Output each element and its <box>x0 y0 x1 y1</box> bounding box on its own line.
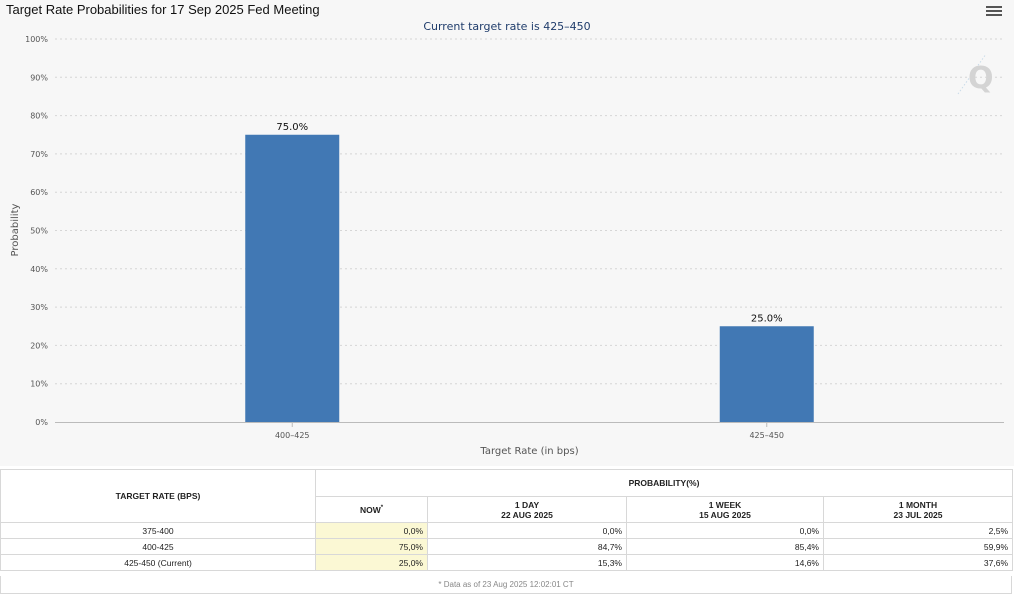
y-axis-ticks: 0% 10% 20% 30% 40% 50% 60% 70% 80% 90% 100% <box>25 35 48 427</box>
data-label: 25.0% <box>751 313 783 324</box>
value-cell: 0,0% <box>626 522 824 539</box>
y-tick-label: 20% <box>30 341 48 350</box>
y-tick-label: 10% <box>30 380 48 389</box>
y-tick-label: 70% <box>30 150 48 159</box>
y-tick-label: 0% <box>35 418 48 427</box>
table-row: 375-400 0,0% 0,0% 0,0% 2,5% <box>0 522 1014 539</box>
table-row: 400-425 75,0% 84,7% 85,4% 59,9% <box>0 538 1014 555</box>
y-tick-label: 100% <box>25 35 48 44</box>
chart-panel: Target Rate Probabilities for 17 Sep 202… <box>6 2 1004 457</box>
bar[interactable] <box>245 134 340 422</box>
y-tick-label: 90% <box>30 73 48 82</box>
value-cell: 15,3% <box>427 554 627 571</box>
grid-lines <box>55 38 1004 385</box>
y-tick-label: 80% <box>30 112 48 121</box>
footnote-bar <box>0 576 1012 594</box>
x-axis-ticks: 400–425 425–450 <box>275 422 784 440</box>
value-cell: 0,0% <box>427 522 627 539</box>
svg-text:Q: Q <box>968 61 994 96</box>
col-header-now: NOW* <box>315 496 428 523</box>
target-rate-header: TARGET RATE (BPS) <box>0 469 316 523</box>
col-header-1-day: 1 DAY 22 AUG 2025 <box>427 496 627 523</box>
rate-cell: 400-425 <box>0 538 316 555</box>
hamburger-menu-icon[interactable] <box>986 4 1002 18</box>
value-cell: 75,0% <box>315 538 428 555</box>
x-tick-label: 400–425 <box>275 431 310 440</box>
value-cell: 14,6% <box>626 554 824 571</box>
value-cell: 59,9% <box>822 538 1014 555</box>
value-cell: 0,0% <box>315 522 428 539</box>
value-cell: 84,7% <box>427 538 627 555</box>
table-row: 425-450 (Current) 25,0% 15,3% 14,6% 37,6… <box>0 554 1014 571</box>
y-tick-label: 30% <box>30 303 48 312</box>
col-header-1-week: 1 WEEK 15 AUG 2025 <box>626 496 824 523</box>
y-tick-label: 60% <box>30 188 48 197</box>
bar-chart: 0% 10% 20% 30% 40% 50% 60% 70% 80% 90% 100% 75.0% 2… <box>10 35 1004 457</box>
value-cell: 85,4% <box>626 538 824 555</box>
x-tick-label: 425–450 <box>749 431 784 440</box>
q-logo-icon: Q <box>957 53 994 96</box>
y-axis-title: Probability <box>10 203 21 256</box>
col-header-1-month: 1 MONTH 23 JUL 2025 <box>822 496 1014 523</box>
bar[interactable] <box>719 326 814 422</box>
value-cell: 25,0% <box>315 554 428 571</box>
y-tick-label: 50% <box>30 227 48 236</box>
chart-title: Target Rate Probabilities for 17 Sep 202… <box>6 2 320 17</box>
x-axis-title: Target Rate (in bps) <box>479 446 578 457</box>
data-label: 75.0% <box>276 122 308 133</box>
footnote: * Data as of 23 Aug 2025 12:02:01 CT <box>438 580 574 589</box>
value-cell: 2,5% <box>822 522 1014 539</box>
rate-cell: 375-400 <box>0 522 316 539</box>
value-cell: 37,6% <box>822 554 1014 571</box>
y-tick-label: 40% <box>30 265 48 274</box>
bars: 75.0% 25.0% <box>245 122 814 422</box>
chart-subtitle: Current target rate is 425–450 <box>423 20 591 33</box>
probability-table: TARGET RATE (BPS) PROBABILITY(%) NOW* 1 … <box>0 469 1014 571</box>
rate-cell: 425-450 (Current) <box>0 554 316 571</box>
probability-header: PROBABILITY(%) <box>314 469 1014 497</box>
